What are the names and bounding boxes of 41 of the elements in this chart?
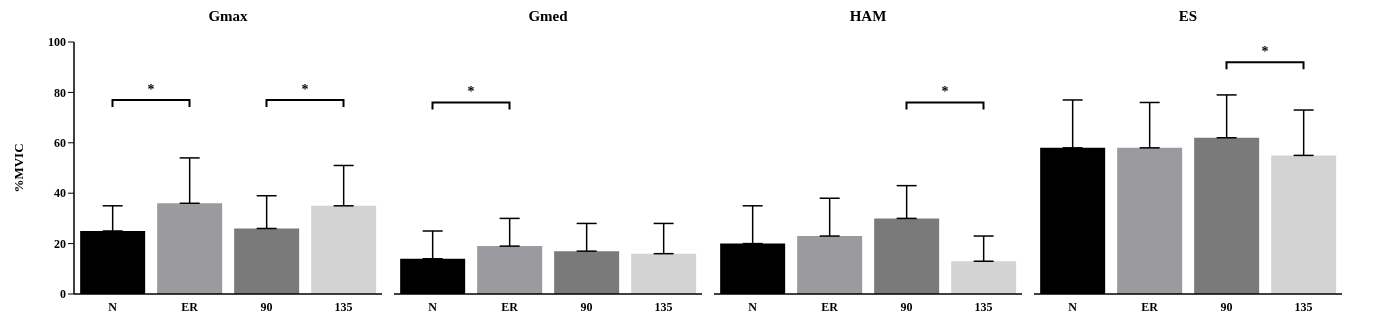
- y-axis-title: %MVIC: [10, 143, 26, 193]
- chart-title: Gmax: [207, 8, 249, 26]
- chart-title: ES: [1177, 8, 1199, 26]
- x-tick-label: 90: [580, 299, 593, 314]
- bar: [311, 205, 377, 294]
- y-tick-label: 40: [54, 186, 66, 201]
- bar: [477, 246, 543, 294]
- bar: [631, 253, 697, 294]
- bar: [951, 261, 1017, 294]
- bar: [797, 236, 863, 294]
- x-tick-label: 90: [900, 299, 913, 314]
- bar: [554, 251, 620, 294]
- bar: [874, 218, 940, 294]
- y-tick-label: 80: [54, 85, 66, 100]
- y-tick-label: 100: [48, 35, 66, 50]
- x-tick-label: 135: [974, 299, 993, 314]
- x-tick-label: 135: [654, 299, 673, 314]
- y-tick-label: 20: [54, 236, 66, 251]
- x-tick-label: N: [748, 299, 758, 314]
- x-tick-label: N: [108, 299, 118, 314]
- x-tick-label: 90: [1220, 299, 1233, 314]
- annotation: *: [301, 81, 309, 97]
- chart-title: HAM: [848, 8, 888, 26]
- bar: [157, 203, 223, 294]
- x-tick-label: 135: [334, 299, 353, 314]
- annotation: *: [147, 81, 155, 97]
- y-tick-label: 60: [54, 136, 66, 151]
- y-tick-label: 0: [60, 287, 66, 302]
- annotation: *: [1261, 44, 1269, 60]
- annotation: *: [941, 84, 949, 100]
- x-tick-label: ER: [181, 299, 199, 314]
- bar: [234, 228, 300, 294]
- x-tick-label: ER: [1141, 299, 1159, 314]
- x-tick-label: ER: [501, 299, 519, 314]
- x-tick-label: 90: [260, 299, 273, 314]
- x-tick-label: ER: [821, 299, 839, 314]
- x-tick-label: 135: [1294, 299, 1313, 314]
- chart-title: Gmed: [527, 8, 569, 26]
- x-tick-label: N: [428, 299, 438, 314]
- annotation: *: [467, 84, 475, 100]
- x-tick-label: N: [1068, 299, 1078, 314]
